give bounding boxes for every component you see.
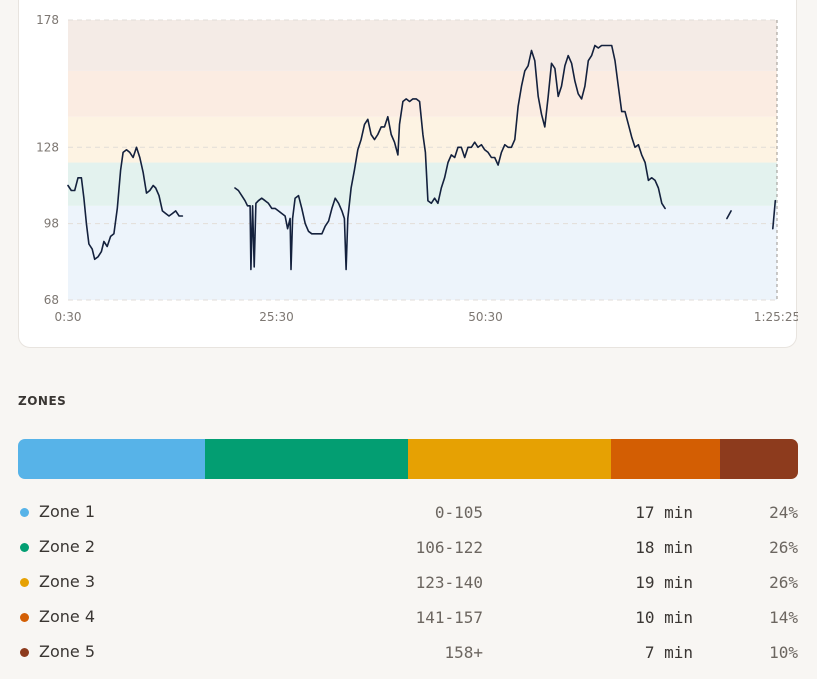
zone-name: Zone 5 [39, 642, 95, 661]
zone-list: Zone 1 0-105 17 min 24% Zone 2 106-122 18 min 2… [18, 495, 798, 670]
y-tick-label: 68 [44, 293, 59, 307]
zone-dot-icon [20, 613, 29, 622]
zone-name: Zone 3 [39, 572, 95, 591]
zone-band-2 [68, 162, 777, 206]
heart-rate-line-segment [67, 146, 184, 261]
zone-distribution-bar [18, 439, 798, 479]
zone-time: 10 min [635, 608, 693, 627]
zone-percent: 24% [769, 503, 798, 522]
zone-range: 158+ [444, 643, 483, 662]
zone-percent: 26% [769, 538, 798, 557]
zone-range: 106-122 [415, 538, 483, 557]
x-tick-label: 1:25:25 [754, 310, 798, 324]
zone-band-1 [68, 205, 777, 300]
y-tick-label: 178 [36, 13, 59, 27]
zone-band-4 [68, 70, 777, 117]
zone-band-5 [68, 20, 777, 71]
x-tick-label: 50:30 [468, 310, 503, 324]
y-tick-label: 98 [44, 217, 59, 231]
heart-rate-chart-card: 68 98 128 178 0:30 25:30 50:30 1:25:25 [18, 0, 798, 348]
zone-name: Zone 1 [39, 502, 95, 521]
zone-segment-1 [18, 439, 206, 479]
zone-time: 17 min [635, 503, 693, 522]
zone-row: Zone 4 141-157 10 min 14% [18, 600, 798, 635]
zone-dot-icon [20, 578, 29, 587]
zone-row: Zone 5 158+ 7 min 10% [18, 635, 798, 670]
zone-row: Zone 2 106-122 18 min 26% [18, 530, 798, 565]
heart-rate-line-segment [234, 44, 666, 271]
zone-range: 141-157 [415, 608, 483, 627]
zone-name: Zone 2 [39, 537, 95, 556]
zone-segment-3 [408, 439, 611, 479]
heart-rate-chart: 68 98 128 178 0:30 25:30 50:30 1:25:25 [36, 13, 798, 324]
zone-range: 0-105 [434, 503, 483, 522]
zone-range: 123-140 [415, 573, 483, 592]
heart-rate-line-segment [772, 199, 777, 230]
x-tick-label: 25:30 [259, 310, 294, 324]
zone-row: Zone 1 0-105 17 min 24% [18, 495, 798, 530]
zones-title: ZONES [18, 394, 67, 408]
zone-segment-2 [205, 439, 408, 479]
heart-rate-line-segment [726, 210, 732, 220]
x-tick-label: 0:30 [55, 310, 82, 324]
zone-time: 18 min [635, 538, 693, 557]
zone-segment-4 [610, 439, 720, 479]
zone-dot-icon [20, 648, 29, 657]
zone-time: 19 min [635, 573, 693, 592]
zone-percent: 14% [769, 608, 798, 627]
zone-time: 7 min [644, 643, 693, 662]
zone-percent: 26% [769, 573, 798, 592]
zone-dot-icon [20, 508, 29, 517]
zone-row: Zone 3 123-140 19 min 26% [18, 565, 798, 600]
zone-dot-icon [20, 543, 29, 552]
zone-percent: 10% [769, 643, 798, 662]
zone-segment-5 [720, 439, 798, 479]
y-tick-label: 128 [36, 140, 59, 154]
zone-name: Zone 4 [39, 607, 95, 626]
